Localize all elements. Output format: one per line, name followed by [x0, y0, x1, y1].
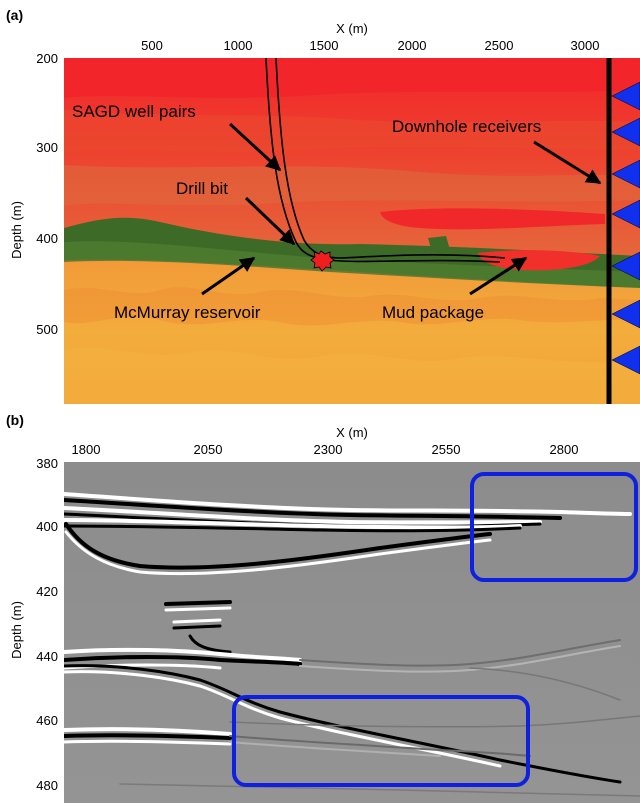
sagd-arrow: [228, 122, 282, 172]
panel-b-y-tick: 400: [36, 519, 58, 534]
drill-bit-arrow: [244, 196, 296, 246]
drill-bit-icon: [310, 250, 335, 272]
velocity-model: SAGD well pairs Downhole receivers Drill…: [64, 58, 640, 404]
receivers-arrow: [533, 140, 602, 185]
receiver-icon: [611, 299, 640, 329]
panel-a-x-tick: 1500: [310, 38, 339, 53]
panel-b-y-tick: 440: [36, 649, 58, 664]
panel-b-x-tick: 1800: [72, 442, 101, 457]
annotation-receivers: Downhole receivers: [392, 117, 541, 136]
panel-a-y-tick: 400: [36, 231, 58, 246]
panel-b-y-tick: 420: [36, 584, 58, 599]
mud-package: [478, 250, 600, 271]
receiver-triangles: [611, 81, 640, 375]
annotation-mud: Mud package: [382, 303, 484, 322]
panel-b-x-ticks: 1800 2050 2300 2550 2800: [72, 442, 579, 457]
panel-a-x-tick: 500: [141, 38, 163, 53]
panel-a-y-ticks: 200 300 400 500: [36, 51, 58, 337]
panel-a-label: (a): [6, 7, 23, 23]
panel-b-x-tick: 2050: [194, 442, 223, 457]
receiver-icon: [611, 117, 640, 147]
panel-b-x-tick: 2300: [314, 442, 343, 457]
panel-b-xlabel: X (m): [336, 425, 368, 440]
highlight-box-upper: [470, 472, 638, 582]
panel-a-x-tick: 2500: [485, 38, 514, 53]
panel-b-ylabel: Depth (m): [9, 601, 24, 659]
receiver-icon: [611, 159, 640, 189]
reservoir-arrow: [201, 256, 256, 296]
receiver-icon: [611, 345, 640, 375]
panel-b-y-ticks: 380 400 420 440 460 480: [36, 456, 58, 793]
panel-b-label: (b): [6, 412, 24, 428]
panel-b-x-tick: 2550: [432, 442, 461, 457]
panel-a-x-tick: 3000: [571, 38, 600, 53]
annotation-drill-bit: Drill bit: [176, 179, 228, 198]
receiver-icon: [611, 81, 640, 111]
panel-b-y-tick: 380: [36, 456, 58, 471]
panel-b-y-tick: 460: [36, 713, 58, 728]
panel-a-y-tick: 200: [36, 51, 58, 66]
panel-b-x-tick: 2800: [550, 442, 579, 457]
panel-a-x-tick: 1000: [224, 38, 253, 53]
panel-a-xlabel: X (m): [336, 21, 368, 36]
sagd-well-1: [265, 58, 501, 263]
highlight-box-lower: [232, 695, 530, 787]
seismic-image: [64, 462, 640, 803]
panel-a-x-ticks: 500 1000 1500 2000 2500 3000: [141, 38, 599, 53]
receiver-icon: [611, 251, 640, 281]
receiver-icon: [611, 199, 640, 229]
annotation-reservoir: McMurray reservoir: [114, 303, 261, 322]
panel-b-y-tick: 480: [36, 778, 58, 793]
panel-a-y-tick: 500: [36, 322, 58, 337]
panel-a-y-tick: 300: [36, 140, 58, 155]
panel-a-ylabel: Depth (m): [9, 201, 24, 259]
panel-a-x-tick: 2000: [398, 38, 427, 53]
annotation-sagd: SAGD well pairs: [72, 102, 196, 121]
mud-arrow: [469, 256, 528, 296]
